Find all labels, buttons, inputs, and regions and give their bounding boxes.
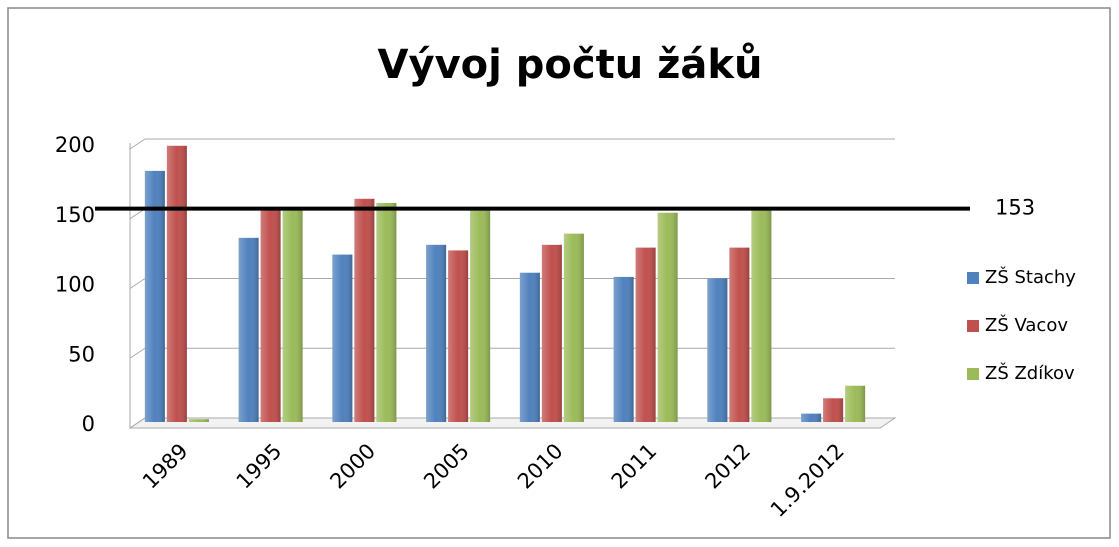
bar-shade <box>845 385 866 422</box>
bar-shade <box>657 212 678 422</box>
bar-shade <box>470 208 491 422</box>
grid-line <box>129 417 146 429</box>
bar-shade <box>801 413 822 422</box>
y-tick-label: 100 <box>55 273 95 297</box>
bar-shade <box>282 208 303 422</box>
legend-label: ZŠ Vacov <box>985 314 1068 336</box>
bar-shade <box>188 419 209 422</box>
legend-swatch <box>967 272 979 284</box>
bar-shade <box>354 198 375 422</box>
bar-shade <box>260 208 281 422</box>
grid-line <box>129 278 146 289</box>
legend-swatch <box>967 368 979 380</box>
chart-title: Vývoj počtu žáků <box>378 41 763 88</box>
legend-label: ZŠ Zdíkov <box>985 362 1075 384</box>
bar-shade <box>448 250 469 422</box>
reference-label: 153 <box>995 196 1035 220</box>
bar-shade <box>635 247 656 422</box>
grid-line <box>129 138 146 150</box>
legend-swatch <box>967 320 979 332</box>
bar-shade <box>332 254 353 422</box>
bar-shade <box>823 398 844 422</box>
grid-line <box>129 347 146 359</box>
bar-shade <box>541 244 562 422</box>
bar-shade <box>238 237 259 422</box>
bar-shade <box>166 145 187 423</box>
bar-shade <box>613 276 634 422</box>
bar-shade <box>519 272 540 422</box>
y-tick-label: 0 <box>82 412 95 436</box>
bar-shade <box>729 247 750 422</box>
bar-shade <box>707 278 728 422</box>
y-tick-label: 150 <box>55 203 95 227</box>
y-tick-label: 50 <box>68 342 95 366</box>
bar-shade <box>426 244 447 422</box>
y-tick-label: 200 <box>55 133 95 157</box>
bar-shade <box>376 202 397 422</box>
bar-shade <box>563 233 584 422</box>
bar-shade <box>144 170 165 422</box>
bar-shade <box>751 208 772 422</box>
legend-label: ZŠ Stachy <box>985 266 1076 288</box>
